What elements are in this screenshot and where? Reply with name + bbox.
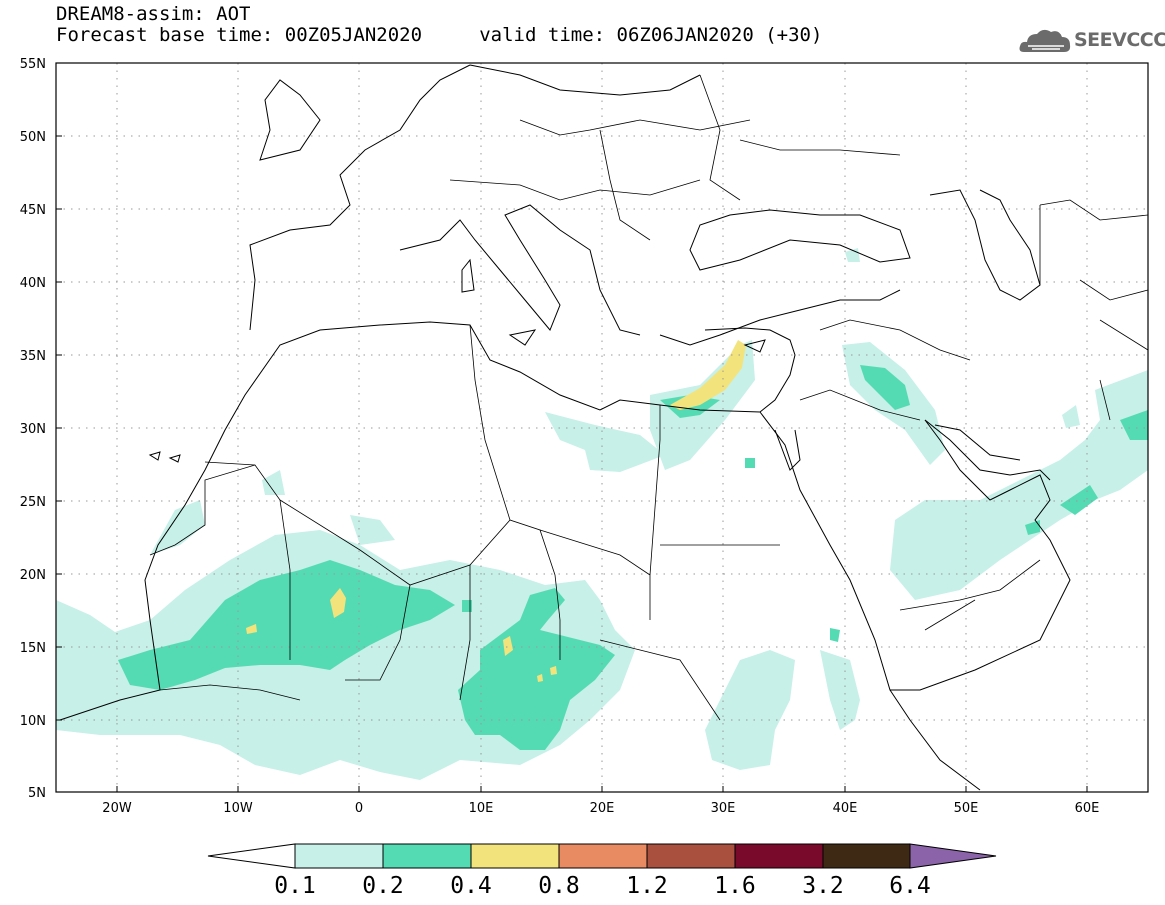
lat-label: 30N [20,422,46,437]
seevccc-logo: SEEVCCC [1018,22,1165,62]
lat-label: 20N [20,568,46,583]
map-title: DREAM8-assim: AOT [56,3,251,25]
lat-label: 50N [20,130,46,145]
colorbar-swatch [822,843,911,869]
colorbar-lower-arrow [207,843,296,869]
lat-label: 40N [20,276,46,291]
colorbar-label: 0.2 [362,873,404,899]
colorbar-label: 3.2 [802,873,844,899]
lat-label: 25N [20,495,46,510]
colorbar-swatch [382,843,472,869]
graticule [56,63,1148,792]
colorbar-swatch [734,843,824,869]
colorbar-upper-arrow [909,843,997,869]
colorbar-label: 0.4 [450,873,492,899]
colorbar-swatch [646,843,736,869]
lon-label: 0 [355,801,363,816]
lat-label: 45N [20,203,46,218]
lon-label: 10W [223,801,253,816]
lon-label: 20W [102,801,132,816]
cloud-logo-icon [1019,29,1071,52]
colorbar [207,843,997,869]
colorbar-label: 6.4 [889,873,931,899]
colorbar-label: 1.6 [714,873,756,899]
lon-ticks [116,786,1088,792]
lat-label: 15N [20,641,46,656]
colorbar-swatch [294,843,384,869]
lat-label: 55N [20,57,46,72]
colorbar-swatch [558,843,648,869]
aot-level-0.2 [118,365,1148,750]
forecast-times: Forecast base time: 00Z05JAN2020 valid t… [56,24,823,46]
lon-label: 50E [954,801,979,816]
lon-label: 40E [833,801,858,816]
lon-label: 30E [711,801,736,816]
coastlines [59,64,1071,791]
lon-label: 10E [469,801,494,816]
lon-tick-labels: 20W 10W 0 10E 20E 30E 40E 50E 60E [102,801,1099,816]
lat-label: 10N [20,714,46,729]
colorbar-labels: 0.1 0.2 0.4 0.8 1.2 1.6 3.2 6.4 [274,873,931,899]
lat-label: 35N [20,349,46,364]
lat-ticks [56,62,62,793]
lon-label: 60E [1075,801,1100,816]
colorbar-label: 0.1 [274,873,316,899]
lat-label: 5N [28,786,46,801]
country-borders [149,74,1148,721]
lat-tick-labels: 55N 50N 45N 40N 35N 30N 25N 20N 15N 10N … [20,57,46,801]
colorbar-swatch [470,843,560,869]
colorbar-label: 1.2 [626,873,668,899]
colorbar-label: 0.8 [538,873,580,899]
aot-level-0.4 [246,340,746,682]
logo-text: SEEVCCC [1074,29,1165,51]
lon-label: 20E [590,801,615,816]
